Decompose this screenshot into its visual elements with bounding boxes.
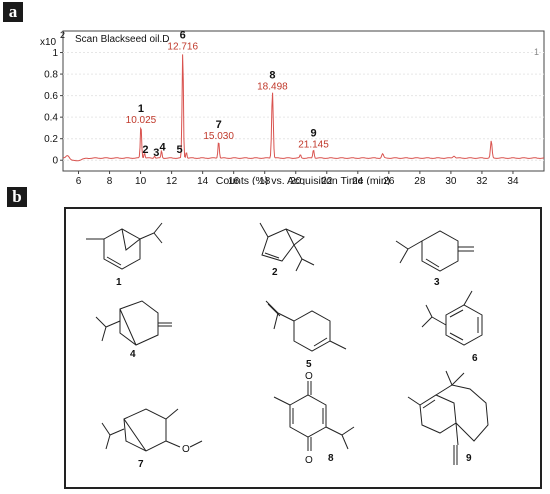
- x-tick-label: 16: [228, 176, 240, 185]
- structure-label: 8: [328, 453, 334, 464]
- peak-number-label: 5: [177, 144, 183, 156]
- x-tick-label: 32: [476, 176, 488, 185]
- structure-7: O 7: [101, 408, 203, 470]
- x-tick-label: 6: [76, 176, 82, 185]
- peak-number-label: 2: [142, 144, 148, 156]
- structure-label: 6: [472, 353, 478, 364]
- peak-number-label: 4: [159, 142, 166, 154]
- plot-frame: [62, 30, 545, 172]
- oxygen-atom: O: [305, 455, 313, 466]
- peak-time-label: 10.025: [126, 115, 157, 126]
- peak-number-label: 9: [310, 128, 316, 140]
- structure-label: 3: [434, 277, 440, 288]
- y-tick-label: 0.4: [44, 113, 58, 124]
- structure-label: 7: [138, 459, 144, 470]
- structure-5: 5: [265, 300, 347, 370]
- y-ticks: 0 0.2 0.4 0.6 0.8 1: [44, 48, 63, 167]
- peak-number-label: 6: [180, 30, 186, 42]
- chromatogram-trace: [62, 54, 545, 162]
- y-tick-label: 0.2: [44, 134, 58, 145]
- panel-a-label: a: [3, 2, 23, 22]
- structure-label: 5: [306, 359, 312, 370]
- peak-number-label: 8: [269, 69, 275, 81]
- structure-label: 1: [116, 277, 122, 288]
- structures-panel: 1 2 3 4 5: [64, 207, 542, 489]
- x-tick-label: 18: [259, 176, 271, 185]
- y-tick-label: 0.6: [44, 91, 58, 102]
- structure-6: 6: [421, 290, 483, 364]
- x-tick-label: 24: [352, 176, 364, 185]
- peak-time-label: 21.145: [298, 140, 329, 151]
- corner-label: 1: [534, 47, 539, 57]
- peak-time-label: 15.030: [203, 131, 234, 142]
- x-tick-label: 12: [166, 176, 178, 185]
- oxygen-atom: O: [305, 371, 313, 382]
- oxygen-atom: O: [182, 444, 190, 455]
- x-tick-label: 26: [383, 176, 395, 185]
- structure-4: 4: [95, 300, 172, 360]
- x-tick-label: 28: [414, 176, 426, 185]
- peak-time-label: 18.498: [257, 81, 288, 92]
- chromatogram-chart: x10 2 Scan Blackseed oil.D 1 00.20.40.60…: [40, 30, 545, 185]
- panel-b-label: b: [7, 187, 27, 207]
- x-ticks: 6 8 10 12 14 16 18 20 22 24 26 28 30 32 34: [76, 171, 519, 185]
- peak-time-label: 12.716: [167, 42, 198, 53]
- x-axis-label: Counts (%) vs. Acquisition Time (min): [216, 175, 390, 185]
- y-tick-label: 0: [52, 156, 58, 167]
- x-tick-label: 8: [107, 176, 113, 185]
- gridlines: [63, 52, 544, 161]
- y-multiplier: x10: [40, 37, 57, 48]
- structure-2: 2: [259, 222, 315, 278]
- y-tick-label: 1: [52, 48, 58, 59]
- peak-number-label: 1: [138, 103, 144, 115]
- x-tick-label: 34: [507, 176, 519, 185]
- peak-number-label: 3: [153, 147, 159, 159]
- x-tick-label: 22: [321, 176, 333, 185]
- structure-8: O O 8: [273, 371, 355, 466]
- structure-label: 4: [130, 349, 136, 360]
- x-tick-label: 30: [445, 176, 457, 185]
- y-tick-label: 0.8: [44, 70, 58, 81]
- structure-3: 3: [395, 230, 474, 288]
- structure-label: 2: [272, 267, 278, 278]
- x-tick-label: 20: [290, 176, 302, 185]
- x-tick-label: 10: [135, 176, 147, 185]
- chart-title: Scan Blackseed oil.D: [75, 34, 170, 45]
- structure-9: 9: [407, 370, 489, 465]
- y-exponent: 2: [60, 30, 65, 40]
- structures-svg: 1 2 3 4 5: [86, 222, 489, 470]
- x-tick-label: 14: [197, 176, 209, 185]
- structure-label: 9: [466, 453, 472, 464]
- structure-1: 1: [86, 222, 163, 288]
- peak-number-label: 7: [216, 119, 222, 131]
